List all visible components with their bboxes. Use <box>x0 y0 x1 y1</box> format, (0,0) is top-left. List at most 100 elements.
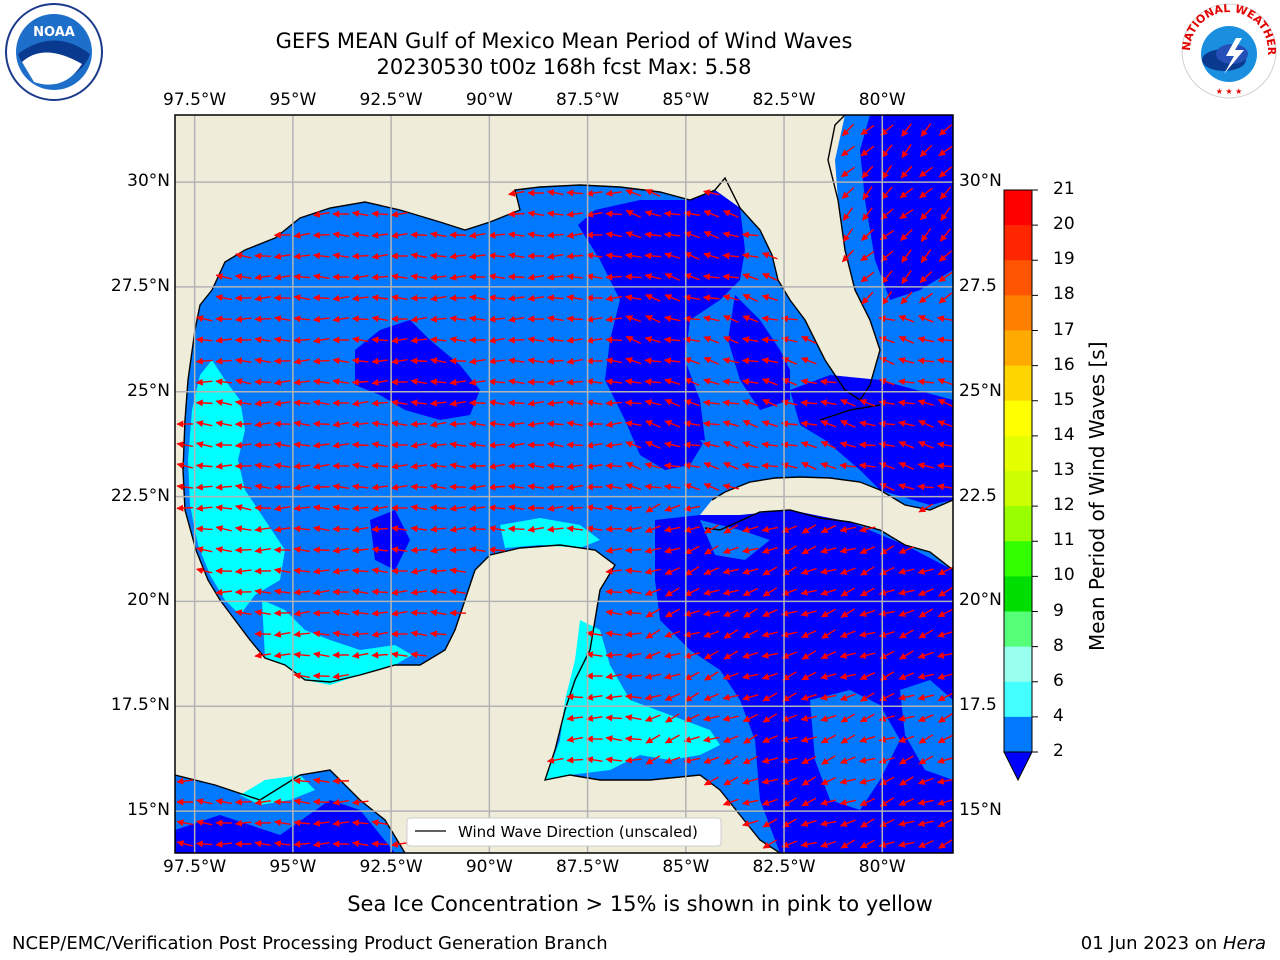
colorbar-segment <box>1004 435 1032 472</box>
wave-arrow <box>234 567 252 575</box>
wave-arrow <box>920 228 932 243</box>
wave-arrow <box>605 609 622 617</box>
wave-arrow <box>859 735 876 743</box>
wave-arrow <box>332 546 350 554</box>
wave-arrow <box>351 609 369 617</box>
wave-arrow <box>761 252 778 260</box>
wave-arrow <box>840 608 856 618</box>
wave-arrow <box>820 547 837 554</box>
wave-arrow <box>762 839 778 849</box>
wave-arrow <box>858 756 876 764</box>
wave-arrow <box>371 420 389 428</box>
wave-arrow <box>743 734 758 744</box>
wave-arrow <box>468 294 486 302</box>
wave-arrow <box>938 166 953 178</box>
wave-arrow <box>820 734 836 744</box>
wave-arrow <box>918 608 934 618</box>
wave-arrow <box>664 273 681 281</box>
wave-arrow <box>605 315 623 323</box>
wave-arrow <box>507 252 525 260</box>
wave-arrow <box>860 124 875 136</box>
wave-arrow <box>722 252 740 260</box>
wave-arrow <box>254 798 272 806</box>
wave-arrow <box>410 525 428 533</box>
wave-arrow <box>683 483 700 491</box>
wave-arrow <box>546 336 564 344</box>
wave-arrow <box>624 630 642 638</box>
wave-arrow <box>566 336 584 344</box>
wave-arrow <box>918 734 934 744</box>
wave-arrow <box>819 819 837 827</box>
wave-arrow <box>254 420 272 428</box>
wave-arrow <box>293 840 311 848</box>
wave-arrow <box>801 524 817 534</box>
wave-arrow <box>449 462 467 470</box>
wave-arrow <box>410 378 428 386</box>
wave-arrow <box>702 420 720 428</box>
wave-arrow <box>273 315 291 323</box>
wave-arrow <box>839 756 856 764</box>
wave-arrow <box>351 441 369 449</box>
wave-arrow <box>351 483 369 491</box>
wave-arrow <box>449 567 467 575</box>
wave-arrow <box>235 378 252 385</box>
wave-arrow <box>546 294 564 302</box>
wave-arrow <box>507 315 525 323</box>
wave-arrow <box>254 357 272 365</box>
wave-arrow <box>936 336 953 344</box>
wave-arrow <box>938 124 953 136</box>
wave-arrow <box>841 145 855 157</box>
wave-arrow <box>762 399 778 407</box>
wave-arrow <box>332 441 350 449</box>
wave-arrow <box>196 315 213 323</box>
wave-arrow <box>819 378 837 386</box>
wave-arrow <box>840 713 856 723</box>
wave-arrow <box>800 610 817 617</box>
wave-arrow <box>234 441 252 449</box>
wave-arrow <box>664 504 681 512</box>
wave-arrow <box>371 357 389 365</box>
wave-arrow <box>722 546 739 554</box>
wave-arrow <box>742 629 758 639</box>
colorbar-label: 12 <box>1053 495 1075 516</box>
wave-arrow <box>566 441 584 449</box>
wave-arrow <box>390 210 408 218</box>
wave-arrow <box>449 315 467 323</box>
wave-arrow <box>938 250 953 262</box>
wave-arrow <box>703 252 720 259</box>
wave-arrow <box>820 799 837 806</box>
wave-arrow <box>371 630 388 638</box>
wave-arrow <box>917 672 934 680</box>
wave-arrow <box>488 546 506 554</box>
wave-arrow <box>800 819 817 827</box>
colorbar-label: 20 <box>1053 214 1075 235</box>
wave-arrow <box>527 231 545 239</box>
wave-arrow <box>938 145 953 157</box>
colorbar-segment <box>1004 541 1032 577</box>
wave-arrow <box>605 441 623 449</box>
wave-arrow <box>703 630 720 638</box>
wave-arrow <box>644 525 661 533</box>
footer-branch: NCEP/EMC/Verification Post Processing Pr… <box>12 933 608 954</box>
wave-arrow <box>429 273 447 281</box>
wave-arrow <box>897 840 915 848</box>
wave-arrow <box>605 735 622 743</box>
wave-arrow <box>722 294 739 301</box>
wave-arrow <box>196 819 213 827</box>
wave-arrow <box>527 483 545 491</box>
wave-arrow <box>351 231 369 239</box>
wave-arrow <box>937 420 953 428</box>
wave-arrow <box>919 270 933 284</box>
wave-arrow <box>585 504 603 512</box>
wave-arrow <box>234 798 252 806</box>
wave-arrow <box>897 714 915 722</box>
wave-arrow <box>332 483 350 491</box>
wave-arrow <box>860 271 875 283</box>
wave-arrow <box>859 652 876 659</box>
wave-arrow <box>897 378 915 386</box>
wave-arrow <box>839 630 856 638</box>
colorbar-label: 6 <box>1053 670 1064 691</box>
wave-arrow <box>410 420 428 428</box>
wave-arrow <box>839 651 856 659</box>
wave-arrow <box>488 294 506 302</box>
